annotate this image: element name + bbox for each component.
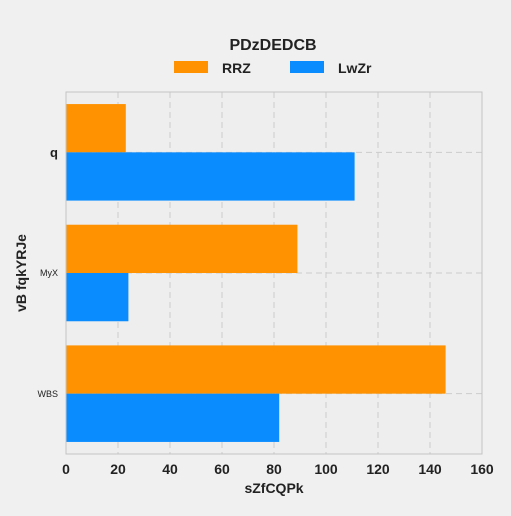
x-tick-label: 40 xyxy=(162,461,178,477)
x-axis-ticks: 0 20 40 60 80 100 120 140 160 xyxy=(62,461,494,477)
chart-title: PDzDEDCB xyxy=(229,37,316,54)
legend-swatch-lwzr xyxy=(290,61,324,73)
x-axis-title: sZfCQPk xyxy=(244,480,303,496)
x-tick-label: 80 xyxy=(266,461,282,477)
x-tick-label: 100 xyxy=(314,461,338,477)
y-tick-label-myx: MyX xyxy=(40,268,58,278)
x-tick-label: 60 xyxy=(214,461,230,477)
legend-label-lwzr: LwZr xyxy=(338,60,372,76)
legend: RRZ LwZr xyxy=(174,60,372,76)
x-tick-label: 120 xyxy=(366,461,390,477)
bar-rrz-wbs xyxy=(66,345,446,394)
y-axis-ticks: q MyX WBS xyxy=(37,145,58,399)
x-tick-label: 0 xyxy=(62,461,70,477)
legend-swatch-rrz xyxy=(174,61,208,73)
bars xyxy=(66,104,446,442)
bar-rrz-q xyxy=(66,104,126,153)
x-tick-label: 160 xyxy=(470,461,494,477)
x-tick-label: 20 xyxy=(110,461,126,477)
x-tick-label: 140 xyxy=(418,461,442,477)
bar-rrz-myx xyxy=(66,224,298,273)
bar-lwzr-q xyxy=(66,152,355,201)
legend-label-rrz: RRZ xyxy=(222,60,251,76)
y-tick-label-q: q xyxy=(50,145,58,160)
bar-lwzr-wbs xyxy=(66,393,280,442)
plot-frame xyxy=(65,91,483,455)
y-axis-title: vB fqkYRJe xyxy=(13,234,29,312)
bar-lwzr-myx xyxy=(66,273,129,322)
y-tick-label-wbs: WBS xyxy=(37,389,58,399)
